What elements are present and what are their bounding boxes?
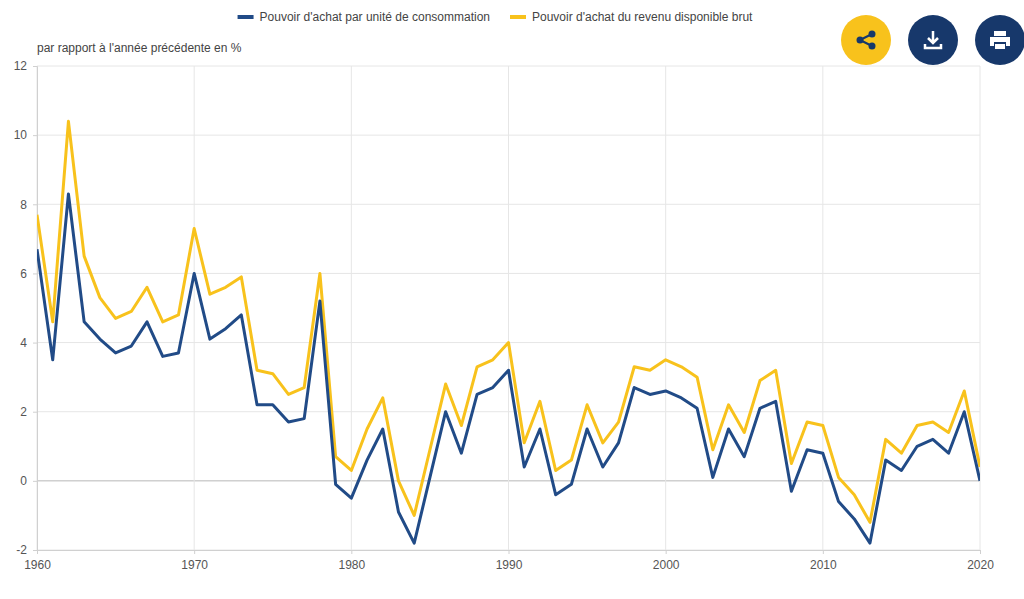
y-tick: 2 [20,405,37,419]
y-tick-mark [33,412,37,413]
icon[interactable] [925,31,941,48]
legend: Pouvoir d'achat par unité de consommatio… [238,10,754,24]
legend-swatch [510,15,526,19]
y-tick-label: 6 [20,267,27,281]
grid-line-x [822,66,823,550]
legend-label: Pouvoir d'achat par unité de consommatio… [260,10,490,24]
y-tick-label: 2 [20,405,27,419]
y-axis: -2 0 2 4 6 8 10 12 [14,59,38,557]
y-tick-label: 10 [14,128,28,142]
grid [37,66,980,550]
grid-line-x [351,66,352,550]
x-tick: 2000 [653,550,680,572]
x-tick-label: 2000 [653,558,680,572]
button-bg[interactable] [908,15,958,65]
y-tick-label: 0 [20,474,27,488]
icon[interactable] [869,31,876,38]
line-series [37,194,980,543]
x-tick-mark [666,550,667,554]
y-tick-mark [33,273,37,274]
y-tick-label: 12 [14,59,28,73]
y-tick-label: 8 [20,198,27,212]
button-bg[interactable] [841,15,891,65]
grid-line-x [194,66,195,550]
legend-label: Pouvoir d'achat du revenu disponible bru… [532,10,753,24]
x-tick: 1970 [181,550,208,572]
x-tick-mark [980,550,981,554]
y-tick-mark [33,343,37,344]
chart: -2 0 2 4 6 8 10 12 1960 1970 1980 1990 2000 2010 2020 p… [0,0,1024,599]
x-tick-mark [823,550,824,554]
x-tick: 1990 [496,550,523,572]
y-tick: 0 [20,474,37,488]
x-axis-line [38,551,981,555]
y-tick: 6 [20,267,37,281]
grid-line-x [508,66,509,550]
x-tick-mark [37,550,38,554]
button-print[interactable] [975,15,1024,65]
x-tick: 1980 [338,550,365,572]
y-tick-mark [33,481,37,482]
y-tick: -2 [16,543,37,557]
x-tick-mark [351,550,352,554]
x-tick-mark [194,550,195,554]
x-tick-label: 1970 [181,558,208,572]
x-tick: 2020 [967,550,994,572]
y-tick: 10 [14,128,37,142]
y-tick-mark [33,550,37,551]
x-tick-label: 2020 [967,558,994,572]
legend-swatch [238,15,254,19]
icon[interactable] [990,31,1010,49]
y-tick-mark [33,135,37,136]
legend-item: Pouvoir d'achat par unité de consommatio… [238,10,490,24]
line-series [37,121,980,522]
x-tick-label: 2010 [810,558,837,572]
legend-item: Pouvoir d'achat du revenu disponible bru… [510,10,753,24]
button-share[interactable] [841,15,891,65]
x-axis: 1960 1970 1980 1990 2000 2010 2020 [24,550,994,572]
y-tick-mark [33,204,37,205]
x-tick: 1960 [24,550,51,572]
y-tick: 12 [14,59,37,73]
y-tick-label: 4 [20,336,27,350]
icon[interactable] [857,37,864,44]
x-tick-label: 1960 [24,558,51,572]
x-tick-mark [509,550,510,554]
y-axis-line [33,67,38,551]
y-tick-label: -2 [16,543,27,557]
plot-area [37,121,980,543]
x-tick: 2010 [810,550,837,572]
y-tick: 8 [20,198,37,212]
button-download[interactable] [908,15,958,65]
x-tick-label: 1980 [338,558,365,572]
icon[interactable] [869,43,876,50]
grid-line-x [665,66,666,550]
y-tick-mark [33,66,37,67]
x-tick-label: 1990 [496,558,523,572]
y-tick: 4 [20,336,37,350]
y-axis-title: par rapport à l'année précédente en % [37,41,242,55]
button-bg[interactable] [975,15,1024,65]
